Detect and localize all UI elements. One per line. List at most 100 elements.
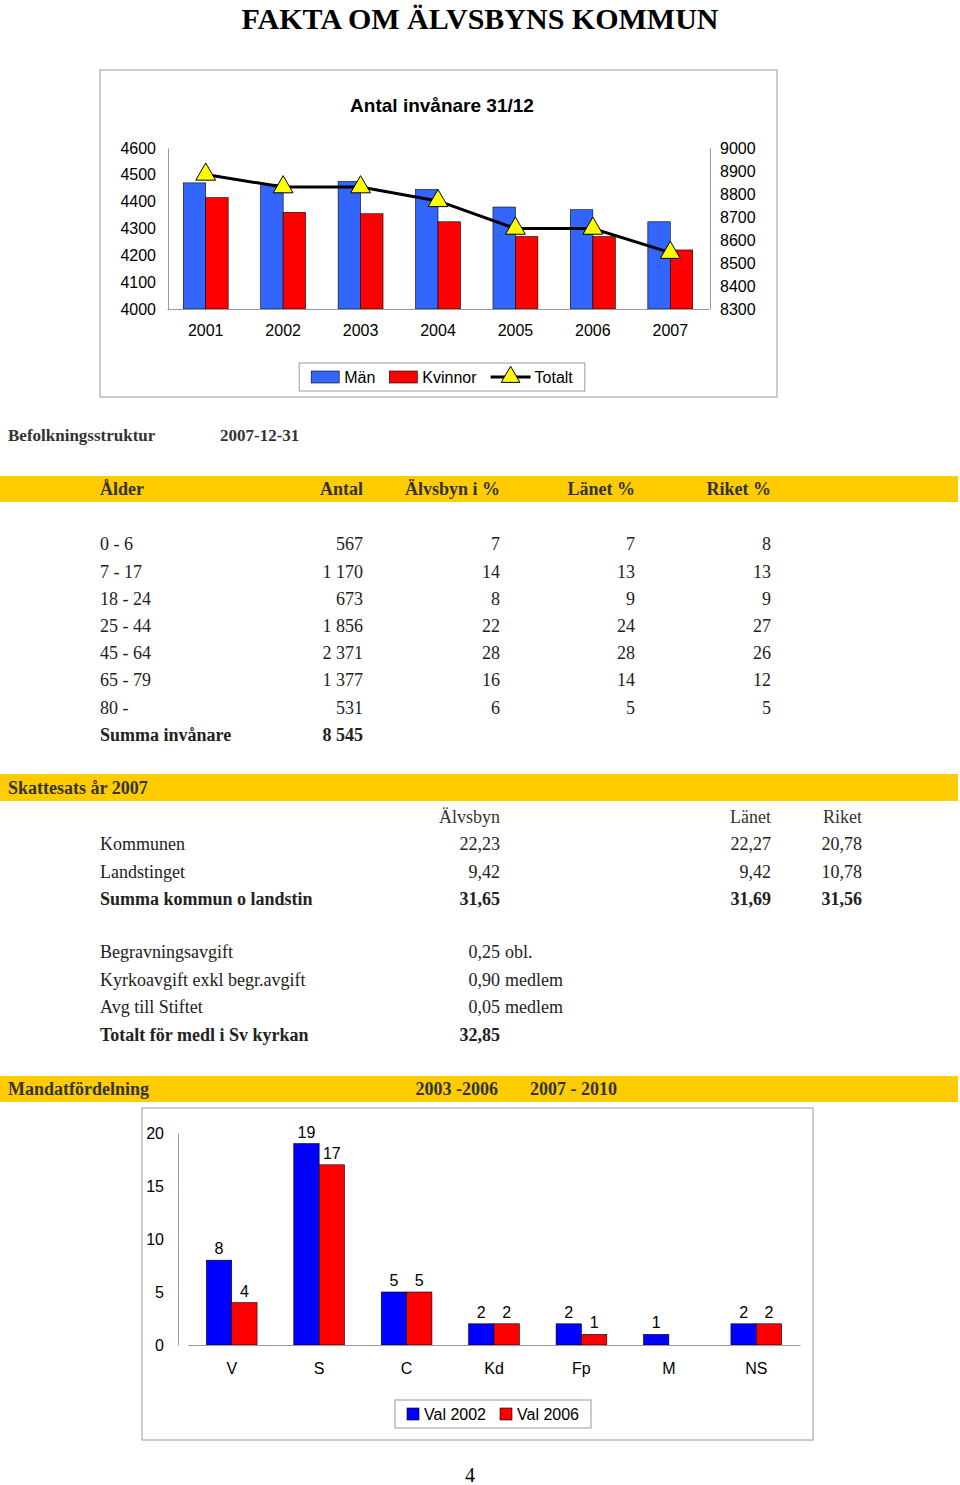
tick: 5: [155, 1284, 178, 1301]
tick-label: 8400: [720, 278, 756, 295]
period-label: 2007 - 2010: [530, 1079, 617, 1099]
axis-line: [168, 309, 710, 310]
tick: 2005: [498, 309, 534, 339]
bar: [416, 190, 438, 309]
legend-swatch: [407, 1408, 419, 1420]
legend-swatch: [500, 1408, 512, 1420]
column-header: Älvsbyn i %: [405, 479, 500, 499]
bar: [294, 1144, 319, 1345]
table-cell: 0 - 6: [100, 534, 133, 554]
chart-frame: [142, 1108, 813, 1440]
table-cell: 18 - 24: [100, 589, 151, 609]
tick-label: 4300: [120, 220, 156, 237]
page-title: FAKTA OM ÄLVSBYNS KOMMUN: [242, 2, 719, 35]
data-label: 1: [590, 1314, 599, 1331]
bar: [648, 222, 670, 309]
tick: Kd: [484, 1345, 504, 1377]
tick-label: 0: [155, 1337, 164, 1354]
column-header: Länet: [730, 807, 771, 827]
table-cell: 27: [753, 616, 771, 636]
marker: [660, 241, 680, 258]
bar: [381, 1292, 406, 1345]
table-cell: 9: [626, 589, 635, 609]
tick-label: 5: [155, 1284, 164, 1301]
table-cell: 31,65: [460, 889, 501, 909]
bar: [206, 198, 228, 309]
table-cell: Summa kommun o landstin: [100, 889, 313, 909]
bar: [407, 1292, 432, 1345]
table-cell: 7: [626, 534, 635, 554]
data-label: 8: [215, 1240, 224, 1257]
tick-label: 2003: [343, 322, 379, 339]
tick-label: 2002: [265, 322, 301, 339]
tick-label: 4500: [120, 166, 156, 183]
tick: 20: [146, 1125, 178, 1142]
table-cell: 0,05: [469, 997, 501, 1017]
table-cell: 13: [617, 562, 635, 582]
bar: [232, 1303, 257, 1345]
legend: MänKvinnorTotalt: [299, 363, 585, 391]
section-heading: Skattesats år 2007: [8, 778, 148, 798]
tick-label: 2005: [498, 322, 534, 339]
table-cell: 25 - 44: [100, 616, 151, 636]
bar: [756, 1324, 781, 1345]
x-axis: VSCKdFpMNS: [189, 1345, 801, 1377]
table-cell: 0,90: [469, 970, 501, 990]
tick-label: S: [314, 1360, 325, 1377]
table-cell: 14: [617, 670, 635, 690]
table-cell: 16: [482, 670, 500, 690]
y-axis: 4000410042004300440045004600: [120, 140, 168, 318]
bar: [593, 237, 615, 309]
tick-label: C: [401, 1360, 413, 1377]
legend-swatch: [311, 371, 339, 383]
table-cell: 567: [336, 534, 363, 554]
tick: 4300: [120, 220, 168, 237]
table-cell: 6: [491, 698, 500, 718]
legend-label: Kvinnor: [422, 369, 477, 386]
table-cell: Landstinget: [100, 862, 185, 882]
tick: S: [314, 1345, 325, 1377]
tick: 8800: [710, 186, 756, 203]
plot-marks: [183, 163, 692, 309]
legend-box: [395, 1400, 591, 1428]
data-label: 2: [502, 1304, 511, 1321]
legend-label: Val 2006: [517, 1406, 579, 1423]
table-cell: 1 170: [323, 562, 364, 582]
table-cell: 20,78: [822, 834, 863, 854]
tick-label: 8500: [720, 255, 756, 272]
column-header: Riket %: [707, 479, 772, 499]
tick: 4600: [120, 140, 168, 157]
table-cell: 8: [762, 534, 771, 554]
table-cell: 13: [753, 562, 771, 582]
tick: 2001: [188, 309, 224, 339]
table-cell: 673: [336, 589, 363, 609]
table-cell: 14: [482, 562, 500, 582]
tick: NS: [745, 1345, 767, 1377]
y-axis: 05101520: [146, 1125, 178, 1354]
column-header: Antal: [320, 479, 363, 499]
tick: 4000: [120, 301, 168, 318]
axis-line: [189, 1345, 801, 1346]
tick-label: 4400: [120, 193, 156, 210]
tick-label: 9000: [720, 140, 756, 157]
table-cell: medlem: [505, 997, 563, 1017]
axis-line: [178, 1134, 179, 1346]
tick-label: 4600: [120, 140, 156, 157]
table-total: Totalt för medl i Sv kyrkan: [100, 1025, 309, 1045]
bar: [581, 1334, 606, 1345]
table-cell: 26: [753, 643, 771, 663]
bar: [261, 184, 283, 309]
table-cell: 28: [482, 643, 500, 663]
tick: 9000: [710, 140, 756, 157]
legend-label: Män: [344, 369, 375, 386]
bar: [556, 1324, 581, 1345]
table-cell: 2 371: [323, 643, 364, 663]
tick-label: 2004: [420, 322, 456, 339]
table-cell: 10,78: [822, 862, 863, 882]
tick: 10: [146, 1231, 178, 1248]
chart-title: Antal invånare 31/12: [350, 95, 534, 116]
tick-label: 8300: [720, 301, 756, 318]
table-total: 8 545: [323, 725, 364, 745]
legend-marker: [501, 366, 520, 382]
y2-axis: 83008400850086008700880089009000: [710, 140, 756, 318]
